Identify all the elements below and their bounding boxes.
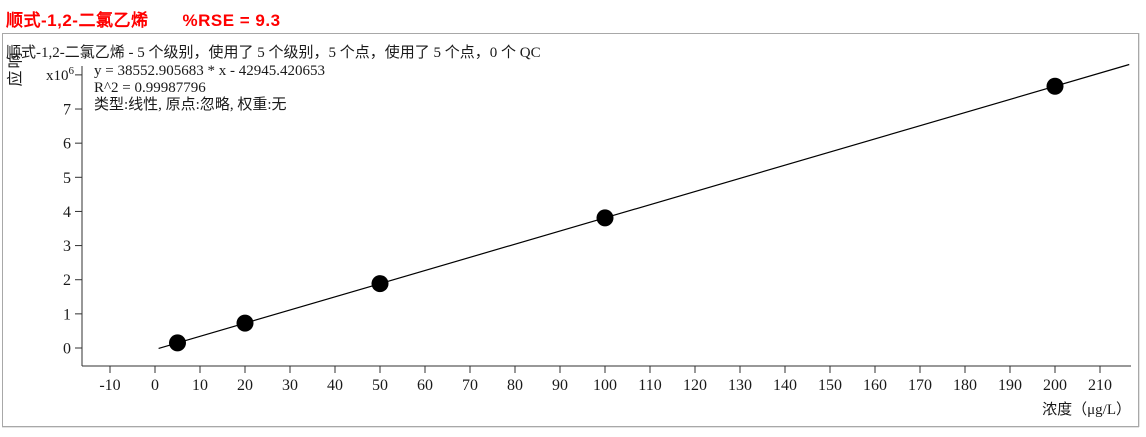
data-point[interactable] [236,314,254,332]
compound-title: 顺式-1,2-二氯乙烯 [6,11,149,30]
x-tick-label: 150 [818,377,842,394]
x-tick-label: 200 [1043,377,1067,394]
y-tick-label: 6 [63,136,71,153]
fit-line [158,63,1130,349]
data-point[interactable] [1046,77,1064,95]
fit-equation: y = 38552.905683 * x - 42945.420653 [94,63,325,79]
y-tick-label: 4 [63,204,71,221]
fit-parameters: 类型:线性, 原点:忽略, 权重:无 [94,97,287,113]
x-tick-label: 130 [728,377,752,394]
x-tick-label: 190 [998,377,1022,394]
x-tick-label: -10 [99,377,120,394]
x-tick-label: 80 [507,377,523,394]
x-tick-label: 100 [593,377,617,394]
x-axis-title: 浓度（μg/L） [1042,402,1131,418]
x-tick-label: 180 [953,377,977,394]
x-tick-label: 20 [237,377,253,394]
y-tick-label: 7 [63,102,71,119]
fit-equation-block: y = 38552.905683 * x - 42945.420653 R^2 … [94,63,325,114]
fit-r-squared: R^2 = 0.99987796 [94,80,206,96]
y-tick-label: 5 [63,170,71,187]
y-tick-label: 2 [63,272,71,289]
x-tick-label: 60 [417,377,433,394]
x-tick-label: 110 [638,377,661,394]
x-tick-label: 160 [863,377,887,394]
calibration-plot: -10 0 10 20 30 40 50 60 70 80 90 100 110 120 130 140 150… [46,63,1131,394]
y-tick-label: 0 [63,341,71,358]
x-tick-label: 40 [327,377,343,394]
rse-value: %RSE = 9.3 [182,11,281,30]
x-tick-label: 0 [151,377,159,394]
compound-title-bar: 顺式-1,2-二氯乙烯 %RSE = 9.3 [6,6,281,32]
x-tick-label: 70 [462,377,478,394]
x-tick-label: 170 [908,377,932,394]
calibration-curve-panel: 顺式-1,2-二氯乙烯 - 5 个级别，使用了 5 个级别，5 个点，使用了 5… [2,33,1139,427]
data-point[interactable] [371,275,389,293]
curve-subtitle: 顺式-1,2-二氯乙烯 - 5 个级别，使用了 5 个级别，5 个点，使用了 5… [6,45,541,61]
x-tick-label: 120 [683,377,707,394]
x-tick-label: 10 [192,377,208,394]
y-tick-label: 1 [63,306,71,323]
data-point[interactable] [169,334,186,352]
x-tick-label: 140 [773,377,797,394]
x-tick-label: 30 [282,377,298,394]
x-tick-label: 210 [1088,377,1112,394]
y-tick-label: 3 [63,238,71,255]
x-tick-label: 50 [372,377,388,394]
y-axis-multiplier: x106 [46,65,75,84]
data-point[interactable] [596,209,614,227]
x-tick-label: 90 [552,377,568,394]
